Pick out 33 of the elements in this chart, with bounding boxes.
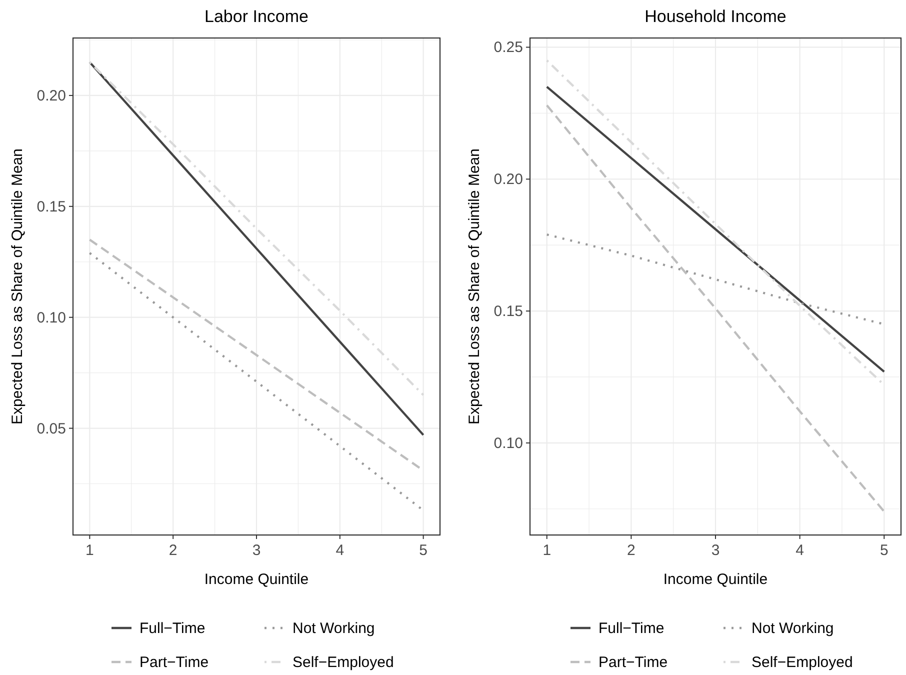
x-axis-title: Income Quintile [663, 571, 768, 588]
y-tick-label: 0.20 [36, 87, 66, 104]
legend-label: Not Working [292, 620, 375, 637]
x-tick-label: 2 [627, 542, 636, 559]
legend-label: Full−Time [140, 620, 206, 637]
y-tick-label: 0.10 [494, 434, 523, 452]
legend-label: Full−Time [598, 620, 664, 637]
legend-label: Not Working [752, 620, 834, 637]
y-tick-label: 0.25 [494, 39, 523, 56]
chart-title: Household Income [644, 7, 786, 26]
x-tick-label: 4 [336, 542, 344, 559]
y-tick-label: 0.10 [36, 309, 66, 326]
x-tick-label: 4 [796, 542, 804, 559]
x-tick-label: 3 [711, 542, 720, 559]
legend-label: Self−Employed [292, 654, 394, 671]
y-axis-title: Expected Loss as Share of Quintile Mean [9, 148, 26, 424]
x-tick-label: 2 [168, 542, 178, 559]
x-tick-label: 1 [86, 542, 94, 559]
x-axis-title: Income Quintile [204, 571, 309, 588]
legend-label: Self−Employed [752, 654, 853, 671]
x-tick-label: 5 [419, 542, 428, 559]
y-tick-label: 0.15 [36, 198, 66, 216]
legend-label: Part−Time [598, 654, 668, 671]
chart-title: Labor Income [204, 7, 308, 26]
x-tick-label: 5 [880, 542, 888, 559]
legend-label: Part−Time [140, 654, 209, 671]
y-tick-label: 0.20 [494, 171, 523, 188]
y-tick-label: 0.15 [494, 303, 523, 320]
y-tick-label: 0.05 [36, 420, 66, 438]
line-series [546, 104, 886, 513]
x-tick-label: 3 [252, 542, 261, 559]
y-axis-title: Expected Loss as Share of Quintile Mean [466, 148, 483, 424]
x-tick-label: 1 [542, 542, 552, 559]
